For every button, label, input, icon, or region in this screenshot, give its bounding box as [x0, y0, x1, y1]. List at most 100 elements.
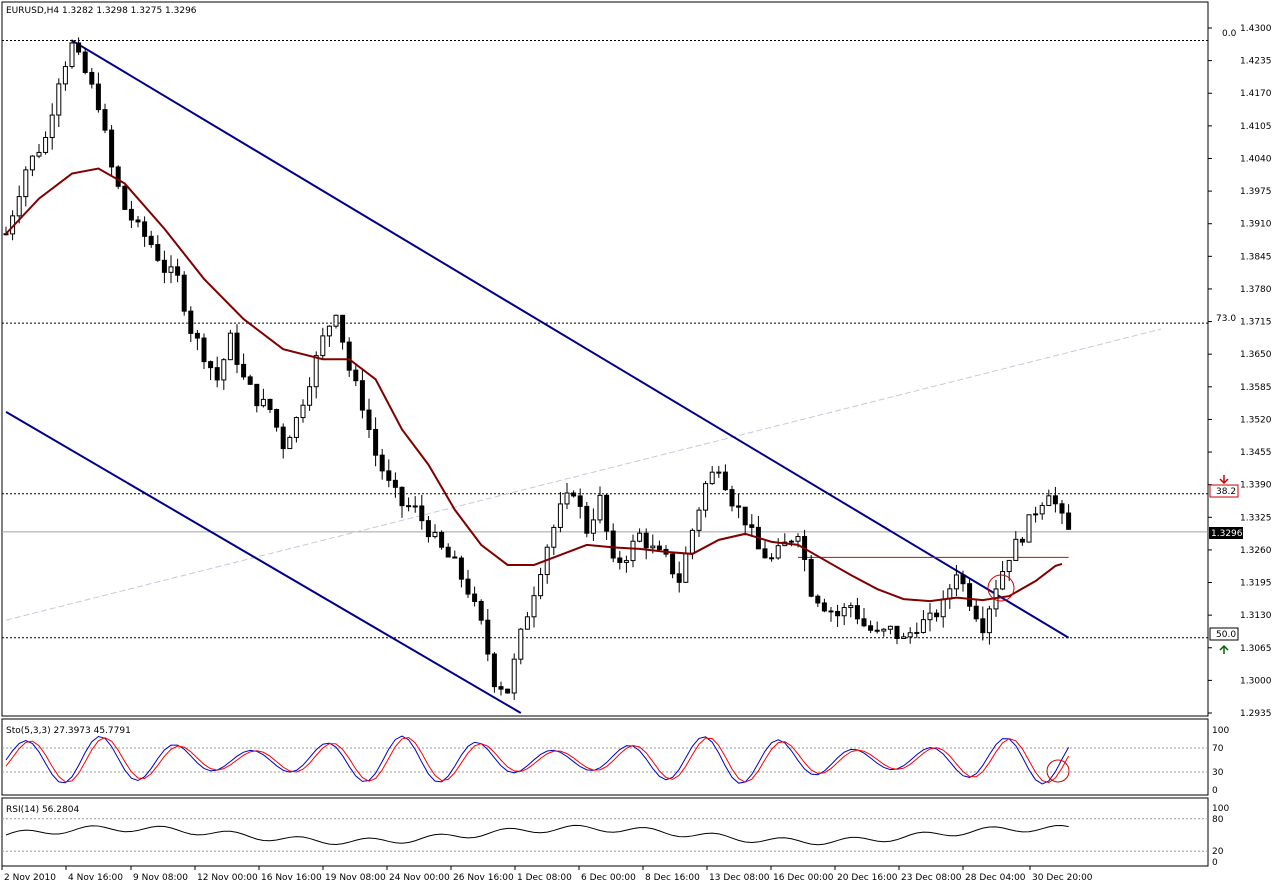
candle-body — [241, 363, 247, 378]
candle-body — [320, 335, 326, 357]
price-layer — [2, 37, 1208, 714]
stochastic-main-line — [5, 735, 1070, 785]
rsi-tick-label: 0 — [1212, 858, 1218, 868]
candle-body — [445, 546, 451, 558]
candle-body — [267, 398, 273, 410]
stochastic-tick-label: 30 — [1212, 768, 1224, 778]
x-tick-label: 26 Nov 16:00 — [453, 873, 514, 883]
candle-body — [452, 556, 458, 559]
candle-body — [221, 359, 227, 381]
candle-body — [1019, 538, 1025, 543]
candle-body — [300, 404, 306, 419]
x-tick-label: 13 Dec 08:00 — [709, 873, 770, 883]
y-tick-label: 1.3845 — [1240, 252, 1272, 262]
candle-body — [610, 530, 616, 559]
candle-body — [313, 355, 319, 388]
stochastic-signal-line — [5, 736, 1070, 784]
candle-body — [887, 625, 893, 630]
red-down-arrow-icon — [1219, 475, 1229, 485]
candle-body — [254, 383, 260, 407]
fib-label-0: 0.0 — [1222, 29, 1237, 39]
candle-body — [1006, 559, 1012, 573]
candle-body — [49, 114, 55, 138]
candle-body — [102, 109, 108, 131]
candle-body — [458, 557, 464, 580]
candle-body — [359, 380, 365, 411]
x-tick-label: 9 Nov 08:00 — [133, 873, 188, 883]
candle-body — [62, 66, 68, 85]
candle-body — [1039, 504, 1045, 515]
candle-body — [920, 619, 926, 633]
candle-body — [683, 552, 689, 583]
candle-body — [56, 83, 62, 116]
y-tick-label: 1.3910 — [1240, 220, 1272, 230]
candle-body — [432, 531, 438, 538]
stochastic-tick-label: 70 — [1212, 744, 1224, 754]
candle-body — [307, 386, 313, 406]
y-tick-label: 1.3975 — [1240, 187, 1272, 197]
candle-body — [472, 593, 478, 602]
x-tick-label: 6 Dec 00:00 — [581, 873, 636, 883]
candle-body — [175, 266, 181, 276]
candle-body — [36, 151, 42, 157]
candle-body — [69, 42, 75, 68]
rsi-line — [5, 824, 1069, 846]
symbol-header: EURUSD,H4 1.3282 1.3298 1.3275 1.3296 — [6, 6, 197, 16]
x-tick-label: 16 Nov 16:00 — [261, 873, 322, 883]
fib-label-38-box: 38.2 — [1209, 484, 1239, 498]
stochastic-tick-label: 0 — [1212, 786, 1218, 796]
candle-body — [973, 605, 979, 620]
candle-body — [874, 629, 880, 632]
candle-body — [23, 169, 29, 198]
candle-body — [135, 219, 141, 223]
candle-body — [274, 408, 280, 428]
y-tick-label: 1.4170 — [1240, 89, 1272, 99]
x-tick-label: 30 Dec 20:00 — [1032, 873, 1093, 883]
candle-body — [564, 492, 570, 505]
x-tick-label: 20 Dec 16:00 — [837, 873, 898, 883]
candle-body — [815, 595, 821, 604]
candle-body — [29, 155, 35, 171]
fib-label-50-box: 50.0 — [1209, 627, 1239, 641]
candle-body — [505, 688, 511, 694]
x-tick-label: 2 Nov 2010 — [4, 873, 56, 883]
candle-body — [1026, 514, 1032, 543]
candle-body — [729, 489, 735, 507]
candle-body — [287, 436, 293, 450]
rsi-tick-label: 80 — [1212, 815, 1224, 825]
y-tick-label: 1.3455 — [1240, 448, 1272, 458]
channel-upper-line — [71, 39, 1070, 639]
candle-body — [953, 574, 959, 590]
x-tick-label: 1 Dec 08:00 — [517, 873, 572, 883]
candle-body — [551, 526, 557, 548]
candle-body — [722, 471, 728, 491]
candle-body — [392, 479, 398, 488]
candle-body — [478, 600, 484, 621]
candle-body — [498, 686, 504, 690]
candle-body — [835, 610, 841, 617]
candle-body — [439, 531, 445, 548]
y-tick-label: 1.3130 — [1240, 611, 1272, 621]
y-tick-label: 1.3325 — [1240, 513, 1272, 523]
breakout-highlight-circle — [987, 574, 1015, 602]
candle-body — [412, 505, 418, 508]
candle-body — [524, 616, 530, 630]
stochastic-tick-label: 100 — [1212, 726, 1229, 736]
candle-body — [960, 574, 966, 585]
candle-body — [1052, 495, 1058, 505]
candle-body — [293, 417, 299, 438]
stochastic-header: Sto(5,3,3) 27.3973 45.7791 — [6, 726, 131, 736]
candle-body — [881, 628, 887, 632]
y-tick-label: 1.3780 — [1240, 285, 1272, 295]
candle-body — [201, 337, 207, 363]
candle-body — [518, 628, 524, 660]
candle-body — [511, 658, 517, 694]
candle-body — [3, 233, 9, 236]
stochastic-pane[interactable] — [1, 718, 1209, 796]
candle-body — [43, 136, 49, 153]
candle-body — [109, 129, 115, 168]
candle-body — [927, 612, 933, 621]
y-tick-label: 1.4105 — [1240, 122, 1272, 132]
